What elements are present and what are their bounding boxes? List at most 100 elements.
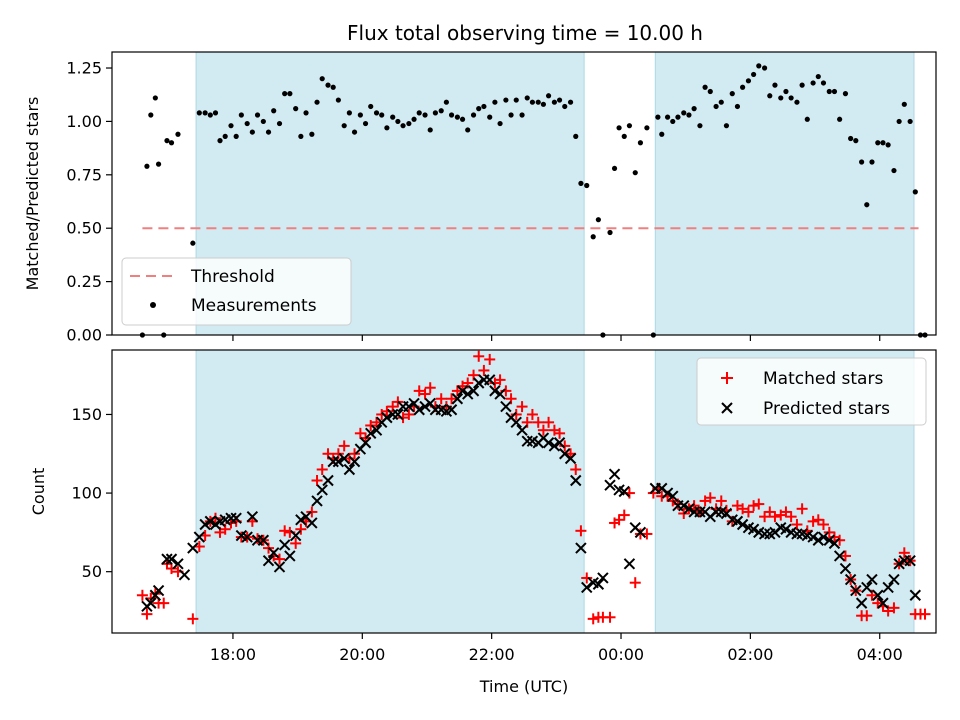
predicted-star-point bbox=[877, 597, 889, 609]
measurement-point bbox=[148, 112, 154, 118]
measurement-point bbox=[481, 103, 487, 110]
measurement-point bbox=[626, 123, 633, 129]
predicted-star-point bbox=[322, 474, 334, 487]
predicted-star-point bbox=[365, 427, 377, 440]
measurement-point bbox=[869, 159, 875, 165]
measurement-point bbox=[487, 114, 493, 120]
measurement-point bbox=[309, 131, 315, 137]
legend-measurements-swatch bbox=[150, 302, 156, 308]
predicted-star-point bbox=[516, 424, 528, 436]
predicted-star-point bbox=[327, 455, 339, 468]
predicted-star-point bbox=[178, 569, 191, 581]
predicted-star-point bbox=[165, 553, 178, 565]
measurement-point bbox=[368, 103, 374, 110]
predicted-star-point bbox=[225, 512, 237, 524]
measurement-point bbox=[859, 159, 865, 165]
measurement-point bbox=[260, 118, 266, 125]
predicted-star-point bbox=[467, 385, 480, 397]
matched-star-point bbox=[898, 547, 910, 559]
predicted-star-point bbox=[348, 455, 361, 468]
y-tick-label: 0.50 bbox=[66, 219, 102, 238]
measurement-point bbox=[573, 133, 579, 139]
measurement-point bbox=[265, 129, 272, 135]
measurement-point bbox=[644, 125, 650, 131]
measurement-point bbox=[152, 95, 158, 101]
measurement-point bbox=[400, 123, 406, 129]
measurement-point bbox=[519, 112, 525, 118]
measurement-point bbox=[745, 78, 752, 84]
legend-matched-swatch bbox=[721, 372, 733, 384]
predicted-star-point bbox=[494, 388, 506, 400]
measurement-point bbox=[686, 112, 692, 118]
matched-star-point bbox=[748, 500, 760, 512]
measurement-point bbox=[341, 123, 347, 129]
predicted-star-point bbox=[736, 518, 749, 531]
measurement-point bbox=[697, 123, 703, 129]
measurement-point bbox=[912, 189, 918, 195]
measurement-point bbox=[707, 88, 713, 95]
measurement-point bbox=[395, 118, 401, 125]
predicted-star-point bbox=[604, 479, 616, 491]
measurement-point bbox=[848, 135, 854, 142]
predicted-star-point bbox=[608, 468, 621, 480]
predicted-star-point bbox=[575, 542, 587, 554]
top-panel: 0.00 0.25 0.50 0.75 1.00 1.25 Matched/Predict… bbox=[23, 51, 937, 345]
measurement-point bbox=[529, 99, 536, 105]
predicted-star-point bbox=[731, 515, 744, 528]
matched-star-point bbox=[688, 500, 700, 512]
top-axes-frame bbox=[111, 51, 937, 336]
predicted-star-point bbox=[204, 515, 217, 528]
measurement-point bbox=[357, 112, 363, 118]
predicted-star-point bbox=[306, 517, 318, 529]
predicted-star-point bbox=[839, 562, 852, 575]
predicted-star-point bbox=[623, 558, 636, 570]
matched-star-point bbox=[759, 511, 771, 523]
matched-star-point bbox=[338, 440, 350, 452]
matched-star-point bbox=[742, 506, 754, 518]
matched-star-point bbox=[526, 408, 538, 420]
predicted-star-point bbox=[230, 512, 242, 524]
predicted-star-point bbox=[451, 393, 464, 405]
predicted-star-point bbox=[338, 452, 350, 465]
measurement-point bbox=[681, 110, 687, 116]
matched-star-point bbox=[570, 463, 582, 475]
predicted-star-point bbox=[833, 550, 846, 562]
legend-threshold-label: Threshold bbox=[190, 267, 275, 287]
matched-star-point bbox=[587, 613, 599, 625]
measurement-point bbox=[799, 82, 805, 88]
measurement-point bbox=[508, 112, 514, 118]
matched-star-point bbox=[187, 613, 199, 625]
measurement-point bbox=[702, 84, 708, 90]
measurement-point bbox=[373, 110, 380, 116]
measurement-point bbox=[831, 88, 838, 95]
predicted-star-point bbox=[332, 455, 345, 468]
predicted-star-point bbox=[758, 528, 771, 540]
predicted-star-point bbox=[564, 452, 577, 465]
measurement-point bbox=[524, 95, 530, 101]
matched-star-point bbox=[413, 385, 425, 397]
predicted-star-point bbox=[359, 437, 372, 449]
measurement-point bbox=[503, 97, 509, 103]
measurement-point bbox=[351, 129, 358, 135]
y-tick-label: 150 bbox=[71, 405, 102, 424]
measurement-point bbox=[293, 106, 299, 112]
measurement-point bbox=[454, 114, 460, 120]
bottom-x-ticks: 18:00 20:00 22:00 00:00 02:00 04:00 bbox=[210, 633, 903, 664]
measurement-point bbox=[254, 112, 261, 118]
predicted-star-point bbox=[694, 506, 706, 518]
predicted-star-point bbox=[295, 514, 307, 526]
matched-star-point bbox=[817, 519, 829, 531]
predicted-star-point bbox=[855, 597, 868, 609]
measurement-point bbox=[578, 180, 584, 186]
matched-star-point bbox=[494, 374, 506, 386]
matched-star-point bbox=[554, 427, 566, 439]
predicted-star-point bbox=[187, 542, 199, 554]
predicted-star-point bbox=[661, 487, 674, 499]
measurement-point bbox=[168, 140, 175, 146]
matched-star-point bbox=[371, 416, 383, 428]
predicted-star-point bbox=[542, 437, 555, 449]
y-tick-label: 50 bbox=[82, 562, 102, 581]
measurement-point bbox=[767, 93, 773, 99]
predicted-star-point bbox=[592, 578, 605, 590]
measurement-point bbox=[842, 91, 849, 97]
